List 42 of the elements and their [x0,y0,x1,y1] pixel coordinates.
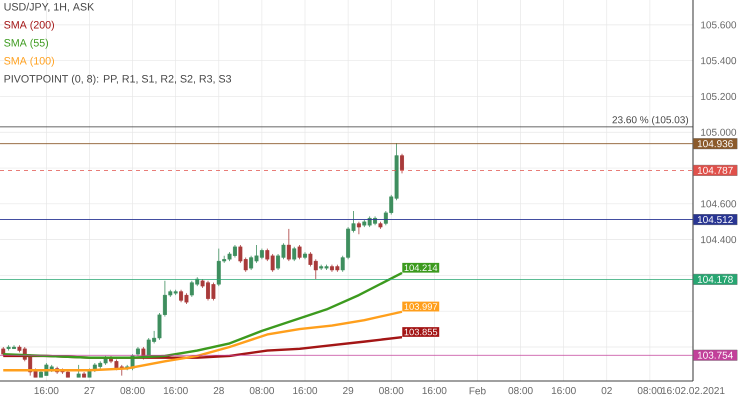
x-tick-label: 16:00 [293,387,318,394]
candlestick [76,364,81,378]
candlestick [298,244,302,260]
candlestick [400,153,404,174]
x-tick-label: 08:00 [379,387,404,394]
annotation: PIVOTPOINT (0, 8): PP, R1, S1, R2, S2, R3, S3 [4,74,232,85]
candlestick [356,221,361,235]
x-tick-label: 29 [343,387,354,394]
x-tick-label: 02 [602,387,612,394]
ref-line-label: 103.754 [698,352,733,359]
x-tick-label: 27 [84,387,95,394]
x-tick-label: 16:00 [164,387,188,394]
y-tick-label: 105.600 [701,21,736,28]
x-tick-label: 08:00 [250,387,274,394]
y-tick-label: 105.000 [701,128,736,136]
text: SMA (55) [4,38,48,49]
x-tick-label: 28 [214,387,224,394]
x-tick-label: 08:00 [508,387,533,394]
x-tick-label: 16:00 [552,387,576,394]
text: SMA (200) [4,20,54,31]
y-tick-label: 105.400 [701,57,736,64]
candlestick [292,246,296,262]
x-tick-label: 08:00 [120,387,145,394]
data-label: 104.214 [404,264,438,272]
x-tick-label: 16:00 [422,387,446,394]
chart-title: USD/JPY, 1H, ASK [4,2,94,12]
ref-line-label: 104.178 [698,276,733,283]
data-label: 103.855 [404,328,438,336]
x-tick-label: Feb [470,387,486,394]
y-tick-label: 105.200 [701,92,736,100]
ref-line-label: 104.936 [698,140,733,148]
x-tick-label: 08:00 [638,387,662,394]
ref-line-label: 104.512 [698,216,733,224]
data-label: 103.997 [404,303,438,310]
y-tick-label: 104.400 [701,236,736,244]
candlestick [286,228,291,262]
y-tick-label: 104.600 [701,200,736,208]
text: SMA (100) [4,56,54,67]
x-tick-label: 16:00 [34,387,58,394]
annotation: 23.60 % (105.03) [612,116,688,126]
ref-line-label: 104.787 [698,166,733,174]
x-tick-label: 16:02.02.2021 [662,387,724,394]
